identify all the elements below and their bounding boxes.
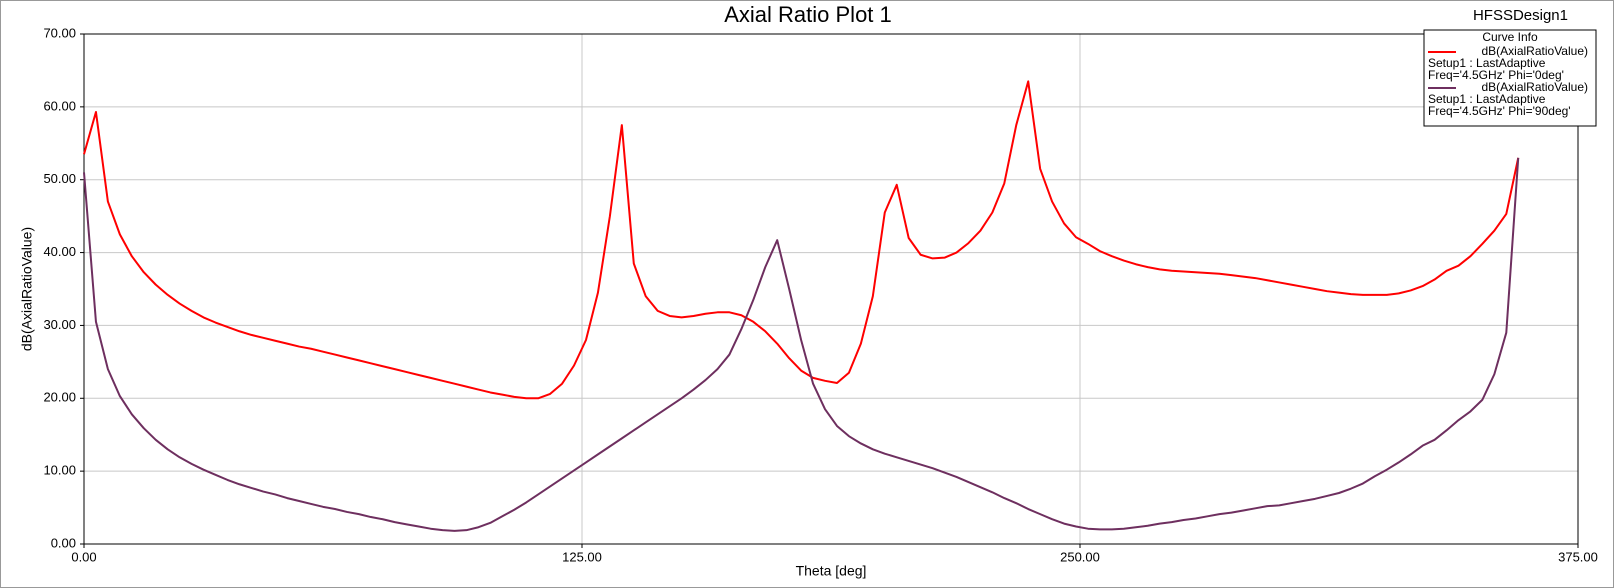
legend-detail: Freq='4.5GHz' Phi='90deg' [1428, 104, 1571, 118]
y-tick-label: 20.00 [43, 390, 76, 405]
legend-detail: Setup1 : LastAdaptive [1428, 92, 1546, 106]
x-tick-label: 0.00 [71, 549, 96, 564]
y-axis-label: dB(AxialRatioValue) [19, 227, 35, 351]
chart-title: Axial Ratio Plot 1 [724, 2, 892, 27]
x-tick-label: 250.00 [1060, 549, 1100, 564]
legend-entry: dB(AxialRatioValue) [1482, 80, 1589, 94]
y-tick-label: 50.00 [43, 171, 76, 186]
y-tick-label: 10.00 [43, 463, 76, 478]
x-tick-label: 125.00 [562, 549, 602, 564]
y-tick-label: 0.00 [51, 535, 76, 550]
plot-border [83, 33, 1579, 545]
legend-detail: Freq='4.5GHz' Phi='0deg' [1428, 68, 1564, 82]
legend-title: Curve Info [1482, 30, 1538, 44]
y-tick-label: 40.00 [43, 244, 76, 259]
y-tick-label: 30.00 [43, 317, 76, 332]
series-line [83, 80, 1520, 400]
plot-area [84, 34, 1578, 544]
x-tick-label: 375.00 [1558, 549, 1598, 564]
legend-entry: dB(AxialRatioValue) [1482, 44, 1589, 58]
y-tick-label: 70.00 [43, 25, 76, 40]
corner-label: HFSSDesign1 [1473, 7, 1568, 24]
series-line [83, 157, 1520, 532]
y-tick-label: 60.00 [43, 98, 76, 113]
x-axis-label: Theta [deg] [796, 563, 867, 579]
legend-box [1423, 29, 1597, 127]
legend-detail: Setup1 : LastAdaptive [1428, 56, 1546, 70]
